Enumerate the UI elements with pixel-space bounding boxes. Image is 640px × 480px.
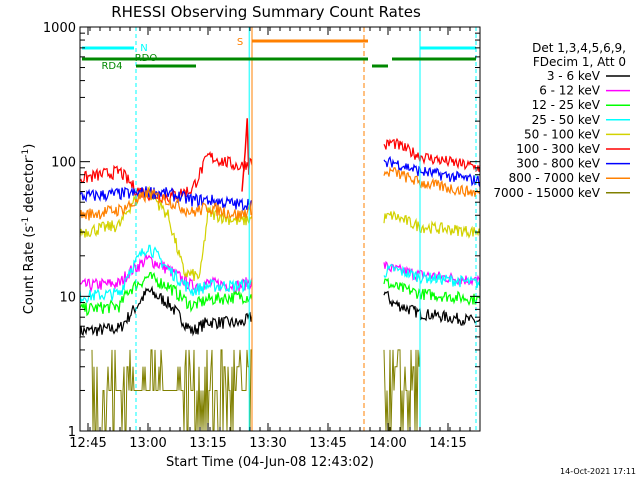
legend-label: 25 - 50 keV — [532, 113, 601, 127]
series-line — [79, 244, 253, 304]
y-tick-label: 100 — [51, 156, 76, 171]
y-axis-label-mid: detector — [22, 157, 37, 217]
legend-label: 12 - 25 keV — [532, 98, 601, 112]
y-tick-label: 10 — [59, 290, 76, 305]
flag-label: N — [140, 43, 147, 54]
legend-label: 3 - 6 keV — [547, 69, 601, 83]
y-axis-label: Count Rate (s-1 detector-1) — [21, 144, 37, 315]
series-line — [79, 186, 253, 212]
y-axis-label-sup: -1 — [21, 217, 31, 226]
series-line — [79, 150, 253, 204]
legend-label: 100 - 300 keV — [516, 142, 600, 156]
series-line — [79, 285, 253, 339]
series-line — [383, 290, 481, 326]
series-line — [383, 166, 481, 197]
y-tick-label: 1 — [68, 425, 76, 440]
x-tick-label: 13:45 — [309, 436, 346, 451]
legend-header: Det 1,3,4,5,6,9, — [532, 41, 626, 55]
x-tick-label: 14:15 — [429, 436, 466, 451]
chart-title: RHESSI Observing Summary Count Rates — [111, 3, 421, 21]
x-tick-label: 14:00 — [369, 436, 406, 451]
legend-label: 300 - 800 keV — [516, 157, 600, 171]
series-line — [79, 271, 253, 317]
y-axis-label-sup2: -1 — [21, 149, 31, 158]
series-line — [383, 155, 481, 187]
series-line — [383, 137, 481, 173]
legend-label: 6 - 12 keV — [539, 84, 601, 98]
legend-label: 50 - 100 keV — [524, 127, 601, 141]
series-line — [79, 186, 253, 222]
legend-label: 7000 - 15000 keV — [493, 186, 600, 200]
legend-header: FDecim 1, Att 0 — [533, 55, 626, 69]
x-tick-label: 13:15 — [189, 436, 226, 451]
series-line — [383, 210, 481, 239]
x-tick-label: 13:00 — [129, 436, 166, 451]
series-line — [383, 349, 421, 432]
legend-label: 800 - 7000 keV — [509, 171, 601, 185]
flag-label: RDO — [135, 53, 158, 64]
y-axis-label-end: ) — [22, 144, 37, 149]
x-tick-label: 12:45 — [69, 436, 106, 451]
timestamp: 14-Oct-2021 17:11 — [560, 467, 636, 476]
series-line — [91, 349, 252, 432]
series-spike — [241, 118, 250, 192]
flag-label: RD4 — [101, 61, 122, 72]
flag-label: S — [237, 37, 243, 48]
legend: Det 1,3,4,5,6,9,FDecim 1, Att 03 - 6 keV… — [493, 41, 630, 200]
x-axis-label: Start Time (04-Jun-08 12:43:02) — [166, 455, 374, 470]
y-tick-label: 1000 — [43, 21, 76, 36]
series-line — [383, 277, 481, 306]
axes: 12:45 13:00 13:15 13:30 13:45 14:00 14:15 1 10 10… — [43, 21, 481, 451]
series-line — [79, 185, 253, 282]
x-tick-label: 13:30 — [249, 436, 286, 451]
series-line — [383, 263, 481, 289]
y-axis-label-text: Count Rate (s — [22, 226, 37, 315]
